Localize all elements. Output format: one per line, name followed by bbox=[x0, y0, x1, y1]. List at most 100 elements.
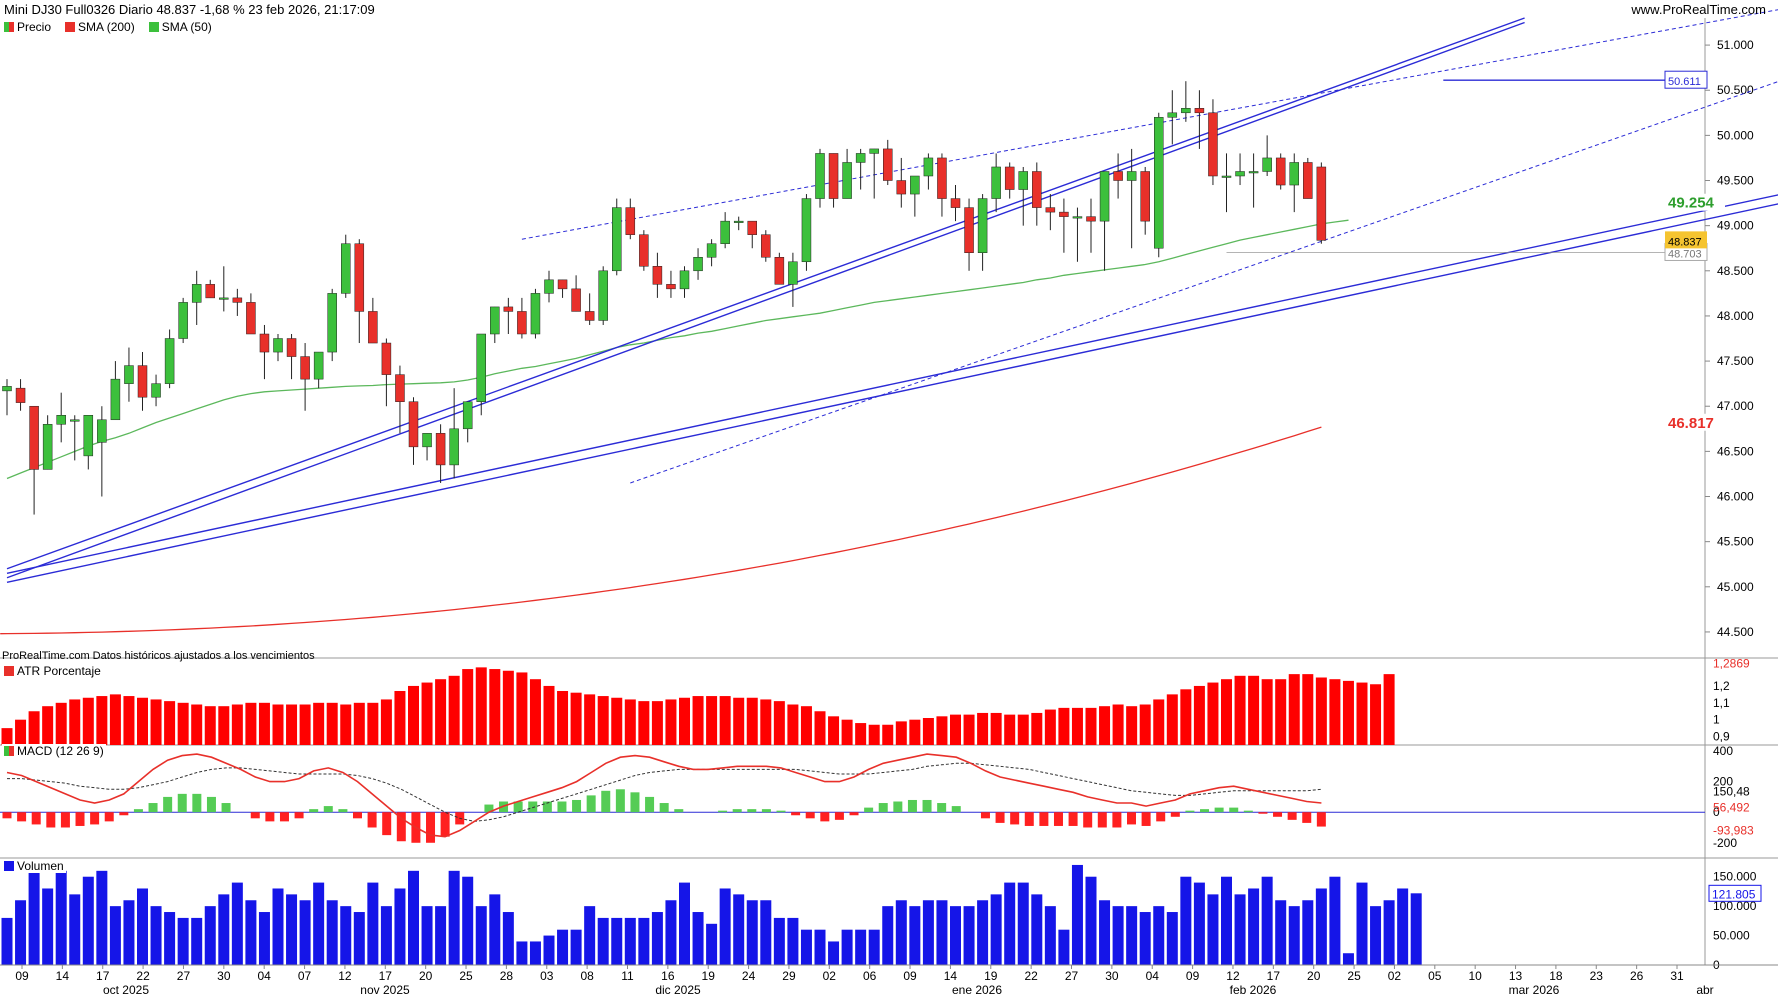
atr-bar bbox=[1315, 677, 1327, 745]
atr-bar bbox=[773, 701, 785, 745]
volume-bar bbox=[1315, 888, 1327, 965]
volume-bar bbox=[394, 888, 406, 965]
atr-bar bbox=[936, 716, 948, 745]
candle-body bbox=[259, 333, 270, 353]
x-tick-label: 02 bbox=[823, 969, 837, 983]
candle-body bbox=[571, 288, 581, 312]
sma50-line bbox=[6, 219, 1349, 480]
candle-body bbox=[584, 311, 595, 321]
volume-bar bbox=[69, 894, 81, 965]
volume-bar bbox=[286, 894, 298, 965]
x-tick-label: 06 bbox=[863, 969, 877, 983]
volume-bar bbox=[353, 912, 365, 965]
macd-hist-bar bbox=[820, 812, 830, 822]
atr-bar bbox=[1004, 714, 1016, 745]
atr-bar bbox=[868, 724, 880, 745]
price-tick-label: 50.500 bbox=[1717, 83, 1754, 97]
volume-bar bbox=[1288, 906, 1300, 965]
candle-body bbox=[449, 428, 459, 466]
candle-body bbox=[693, 257, 703, 272]
macd-hist-bar bbox=[951, 806, 961, 813]
site-label[interactable]: www.ProRealTime.com bbox=[1631, 2, 1766, 17]
atr-bar bbox=[855, 723, 867, 745]
atr-bar bbox=[28, 711, 40, 745]
x-tick-label: 27 bbox=[1065, 969, 1079, 983]
x-tick-label: 23 bbox=[1590, 969, 1604, 983]
macd-tick-label: 0 bbox=[1713, 805, 1720, 819]
macd-panel-label[interactable]: MACD (12 26 9) bbox=[2, 744, 106, 758]
macd-hist-bar bbox=[221, 803, 231, 813]
legend-price[interactable]: Precio bbox=[2, 20, 54, 34]
atr-bar bbox=[516, 672, 528, 745]
atr-bar bbox=[367, 702, 379, 745]
candle-body bbox=[476, 333, 486, 402]
atr-bar bbox=[787, 704, 799, 745]
x-tick-label: 28 bbox=[500, 969, 514, 983]
volume-bar bbox=[421, 906, 433, 965]
candle-body bbox=[1018, 171, 1028, 190]
legend-sma50[interactable]: SMA (50) bbox=[146, 20, 214, 34]
macd-hist-bar bbox=[279, 812, 289, 822]
atr-panel-label[interactable]: ATR Porcentaje bbox=[2, 664, 103, 678]
macd-hist-bar bbox=[119, 812, 129, 816]
legend-sma200[interactable]: SMA (200) bbox=[63, 20, 137, 34]
volume-panel-label[interactable]: Volumen bbox=[2, 859, 66, 873]
atr-bar bbox=[1342, 680, 1354, 745]
macd-hist-bar bbox=[615, 789, 625, 813]
x-tick-label: 25 bbox=[1347, 969, 1361, 983]
atr-bar bbox=[502, 670, 514, 745]
volume-bar bbox=[706, 923, 718, 965]
macd-hist-bar bbox=[1200, 809, 1210, 813]
macd-hist-bar bbox=[922, 799, 932, 813]
badge-low-ref: 48.703 bbox=[1668, 248, 1702, 260]
volume-bar bbox=[1397, 888, 1409, 965]
atr-tick-label: 1,2 bbox=[1713, 679, 1730, 693]
macd-tick-label: 200 bbox=[1713, 775, 1733, 789]
atr-bar bbox=[950, 714, 961, 745]
x-tick-label: 17 bbox=[379, 969, 393, 983]
x-tick-label: 04 bbox=[1146, 969, 1160, 983]
macd-hist-bar bbox=[864, 807, 874, 813]
macd-hist-bar bbox=[1243, 810, 1253, 813]
x-month-label: dic 2025 bbox=[655, 983, 701, 997]
candle-body bbox=[788, 261, 798, 285]
badge-last: 48.837 bbox=[1668, 236, 1702, 248]
atr-bar bbox=[1180, 689, 1192, 745]
x-tick-label: 25 bbox=[459, 969, 473, 983]
atr-bar bbox=[150, 699, 162, 745]
volume-bar bbox=[1221, 876, 1232, 965]
macd-hist-bar bbox=[206, 796, 216, 813]
candle-body bbox=[1167, 112, 1178, 118]
volume-bar bbox=[800, 929, 812, 965]
atr-bar bbox=[746, 697, 758, 745]
candle-body bbox=[273, 338, 283, 353]
macd-hist-bar bbox=[893, 801, 903, 813]
atr-bar bbox=[177, 702, 189, 745]
volume-bar bbox=[1180, 876, 1192, 965]
volume-bar bbox=[448, 870, 460, 965]
atr-bar bbox=[1, 728, 13, 745]
candle-body bbox=[341, 243, 351, 294]
x-tick-label: 19 bbox=[984, 969, 998, 983]
candle-body bbox=[1004, 166, 1015, 190]
volume-bar bbox=[543, 935, 555, 965]
volume-bar bbox=[895, 900, 907, 965]
macd-hist-bar bbox=[834, 812, 844, 820]
macd-swatch bbox=[4, 746, 14, 756]
volume-bar bbox=[624, 917, 636, 965]
volume-bar bbox=[272, 888, 284, 965]
candle-body bbox=[855, 153, 866, 163]
macd-hist-bar bbox=[732, 809, 742, 813]
atr-bar bbox=[258, 702, 270, 745]
candle-body bbox=[1099, 171, 1110, 222]
macd-hist-bar bbox=[367, 812, 377, 828]
atr-bar bbox=[109, 694, 121, 745]
candle-body bbox=[15, 387, 26, 403]
volume-bar bbox=[1275, 900, 1287, 965]
atr-bar bbox=[1071, 707, 1083, 745]
candle-body bbox=[191, 284, 202, 303]
atr-bar bbox=[1153, 699, 1165, 745]
x-tick-label: 27 bbox=[177, 969, 191, 983]
volume-bar bbox=[773, 917, 785, 965]
macd-tick-label: -200 bbox=[1713, 836, 1737, 850]
